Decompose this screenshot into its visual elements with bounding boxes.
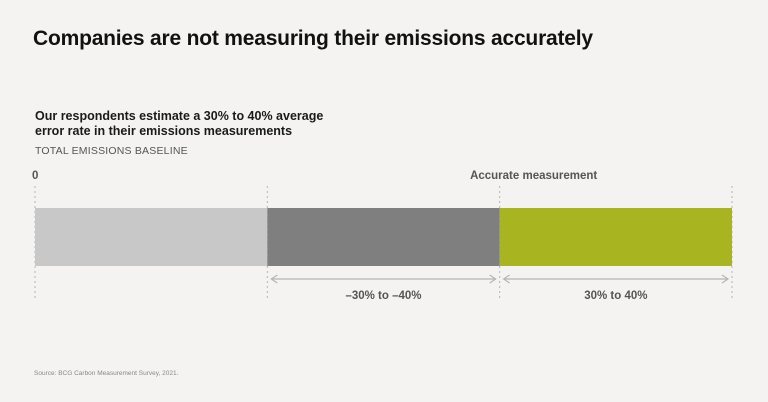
chart-title: Companies are not measuring their emissi… [33,27,593,50]
bar-segment-2 [499,208,732,266]
baseline-caption: TOTAL EMISSIONS BASELINE [35,145,188,157]
source-note: Source: BCG Carbon Measurement Survey, 2… [34,370,179,377]
range-arrow-left-0 [270,274,278,284]
axis-label-0: 0 [32,170,38,182]
bar-segment-0 [35,208,268,266]
range-label-1: 30% to 40% [584,290,647,302]
chart-subtitle: Our respondents estimate a 30% to 40% av… [35,109,324,138]
bar-segment-1 [267,208,500,266]
axis-label-1: Accurate measurement [470,170,597,182]
range-arrow-right-0 [489,274,497,284]
range-label-0: –30% to –40% [345,290,421,302]
range-arrow-right-1 [721,274,730,284]
range-arrow-left-1 [502,274,510,284]
